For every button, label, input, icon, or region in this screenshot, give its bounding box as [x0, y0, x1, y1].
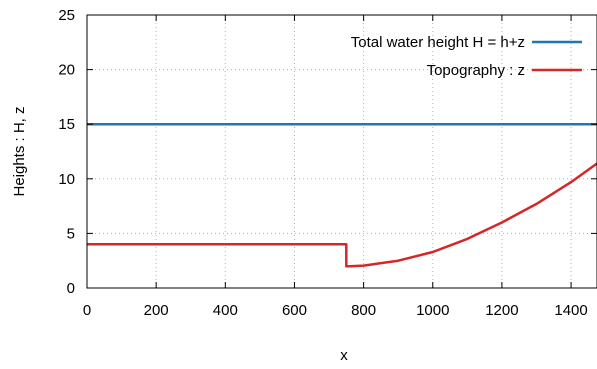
y-tick-label: 15 — [58, 116, 75, 133]
x-tick-label: 200 — [144, 302, 169, 319]
x-tick-label: 400 — [213, 302, 238, 319]
y-tick-label: 0 — [67, 280, 75, 297]
y-tick-label: 10 — [58, 171, 75, 188]
grid — [87, 15, 597, 288]
x-tick-label: 1000 — [416, 302, 449, 319]
x-axis-title: x — [340, 347, 348, 364]
legend-label: Topography : z — [427, 62, 525, 79]
x-tick-label: 0 — [83, 302, 91, 319]
axis-ticks: 0 200 400 600 800 1000 1200 1400 0 5 10 15 20 25 — [58, 7, 597, 319]
y-tick-label: 20 — [58, 62, 75, 79]
x-tick-label: 600 — [282, 302, 307, 319]
legend-label: Total water height H = h+z — [351, 34, 525, 51]
y-tick-label: 5 — [67, 225, 75, 242]
x-tick-label: 800 — [351, 302, 376, 319]
series-layer — [87, 122, 597, 268]
plot-frame — [86, 14, 597, 289]
series-line-2 — [87, 162, 597, 268]
y-axis-title: Heights : H, z — [11, 106, 28, 196]
x-tick-label: 1200 — [485, 302, 518, 319]
x-tick-label: 1400 — [554, 302, 587, 319]
y-tick-label: 25 — [58, 7, 75, 24]
legend: Total water height H = h+z Topography : z — [351, 34, 582, 79]
